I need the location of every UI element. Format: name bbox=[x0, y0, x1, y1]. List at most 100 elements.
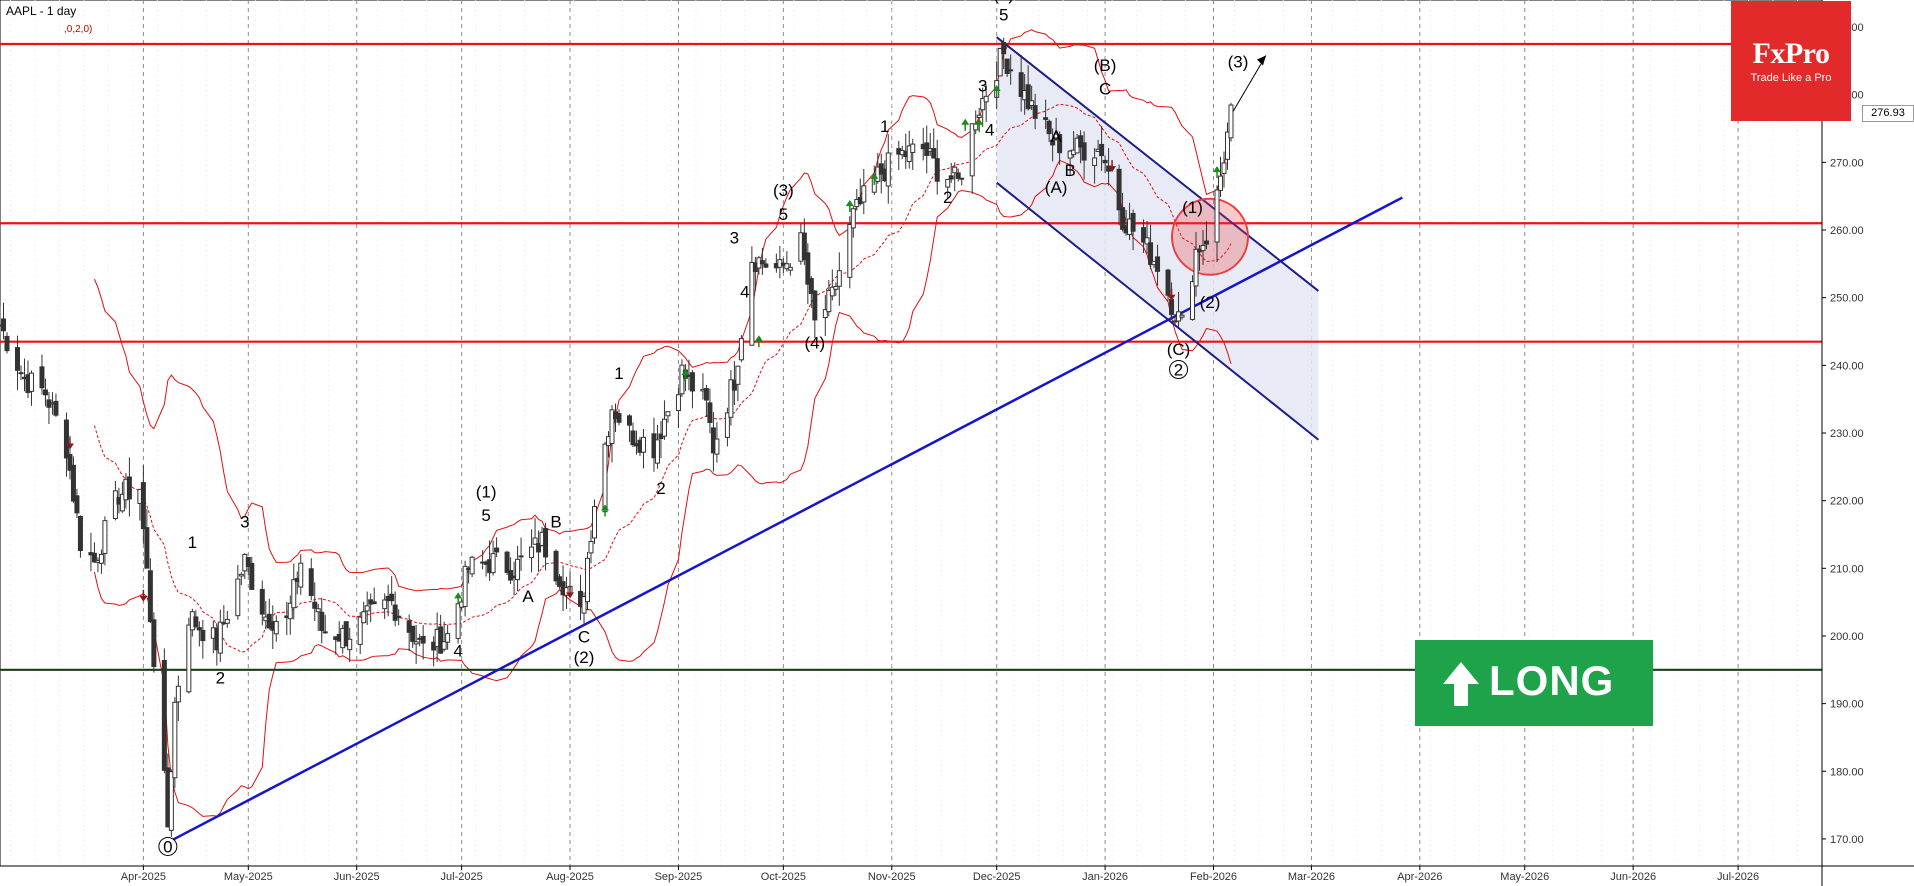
candle-body bbox=[389, 593, 395, 602]
candle-body bbox=[361, 611, 367, 624]
candle-body bbox=[945, 178, 951, 188]
candle-body bbox=[249, 562, 255, 590]
x-tick-label: May-2025 bbox=[224, 871, 273, 883]
candle-body bbox=[553, 550, 559, 582]
support-trendline bbox=[167, 196, 1403, 844]
candle-body bbox=[1081, 142, 1087, 161]
wave-label: 2 bbox=[216, 668, 225, 687]
y-tick-label: 180.00 bbox=[1830, 766, 1864, 778]
candle-body bbox=[119, 493, 125, 512]
candle-body bbox=[186, 624, 192, 693]
x-tick-label: Oct-2025 bbox=[761, 871, 806, 883]
candle-body bbox=[382, 599, 388, 610]
candle-body bbox=[175, 685, 181, 703]
long-label: LONG bbox=[1489, 657, 1615, 704]
bollinger-lower bbox=[93, 159, 1232, 817]
breakout-circle bbox=[1171, 197, 1250, 276]
candle-body bbox=[665, 411, 671, 417]
candle-body bbox=[319, 611, 325, 632]
wave-label: 4 bbox=[453, 641, 462, 660]
x-tick-label: Aug-2025 bbox=[546, 871, 594, 883]
candle-body bbox=[396, 615, 402, 618]
y-tick-label: 210.00 bbox=[1830, 563, 1864, 575]
candle-body bbox=[445, 633, 451, 643]
candle-body bbox=[1214, 189, 1220, 243]
candle-body bbox=[1228, 104, 1234, 139]
wave-label: 4 bbox=[740, 283, 749, 302]
candle-body bbox=[140, 482, 146, 530]
candle-body bbox=[70, 464, 76, 502]
candle-body bbox=[1043, 117, 1049, 120]
candle-body bbox=[168, 771, 174, 831]
channel-upper bbox=[996, 36, 1320, 292]
wave-label: 3 bbox=[240, 513, 249, 532]
candles-layer bbox=[0, 37, 1234, 837]
candle-body bbox=[504, 551, 510, 573]
sell-arrowhead bbox=[566, 592, 575, 599]
candle-body bbox=[469, 556, 475, 575]
candle-body bbox=[112, 490, 118, 519]
candle-body bbox=[1029, 100, 1035, 106]
candle-body bbox=[812, 290, 818, 321]
candle-body bbox=[74, 495, 80, 514]
candle-body bbox=[850, 208, 856, 229]
candle-body bbox=[4, 335, 10, 352]
candle-body bbox=[787, 266, 793, 271]
candle-body bbox=[1155, 256, 1161, 272]
candle-body bbox=[0, 318, 6, 332]
bollinger-middle bbox=[93, 103, 1232, 653]
wave-label: 2 bbox=[656, 479, 665, 498]
candle-body bbox=[1204, 240, 1210, 245]
candle-body bbox=[679, 364, 685, 395]
x-tick-label: Jun-2025 bbox=[334, 871, 380, 883]
candle-body bbox=[833, 285, 839, 290]
y-tick-label: 260.00 bbox=[1830, 225, 1864, 237]
candle-body bbox=[1057, 134, 1063, 154]
wave-label: 2 bbox=[943, 188, 952, 207]
logo-tagline: Trade Like a Pro bbox=[1750, 72, 1832, 84]
buy-arrowhead bbox=[870, 172, 879, 179]
wave-label-circle bbox=[158, 836, 178, 856]
grid-layer bbox=[0, 0, 1823, 867]
candle-body bbox=[238, 573, 244, 577]
candle-body bbox=[67, 454, 73, 471]
buy-arrowhead bbox=[961, 118, 970, 125]
indicator-params: ,0,2,0) bbox=[64, 24, 92, 35]
x-tick-label: Jun-2026 bbox=[1610, 871, 1656, 883]
signal-arrows bbox=[65, 84, 1221, 605]
candle-body bbox=[235, 578, 241, 617]
candle-body bbox=[829, 286, 835, 297]
candle-body bbox=[508, 570, 514, 581]
candle-body bbox=[308, 568, 314, 596]
candle-body bbox=[826, 289, 832, 313]
buy-arrowhead bbox=[454, 592, 463, 599]
candle-body bbox=[217, 621, 223, 654]
wave-label: (1) bbox=[476, 482, 497, 501]
candle-body bbox=[1190, 281, 1196, 320]
candle-body bbox=[438, 626, 444, 654]
wave-label: 0 bbox=[163, 837, 172, 856]
candle-body bbox=[980, 97, 986, 111]
candle-body bbox=[151, 619, 157, 668]
wave-label: (1) bbox=[1182, 198, 1203, 217]
candle-body bbox=[245, 556, 251, 567]
candle-body bbox=[1092, 157, 1098, 166]
wave-label: A bbox=[522, 587, 534, 606]
candle-body bbox=[287, 602, 293, 620]
trendline-layer bbox=[167, 36, 1403, 844]
candle-body bbox=[749, 261, 755, 346]
candle-body bbox=[98, 553, 104, 564]
candle-body bbox=[728, 379, 734, 418]
candle-body bbox=[906, 145, 912, 162]
candle-body bbox=[735, 365, 741, 385]
candle-body bbox=[343, 621, 349, 647]
candle-body bbox=[1032, 105, 1038, 119]
wave-label: A bbox=[1050, 127, 1062, 146]
candle-body bbox=[805, 252, 811, 285]
wave-label: (B) bbox=[1094, 56, 1117, 75]
candle-body bbox=[822, 309, 828, 319]
candle-body bbox=[518, 555, 524, 558]
candle-body bbox=[1025, 84, 1031, 110]
candle-body bbox=[1050, 139, 1056, 146]
